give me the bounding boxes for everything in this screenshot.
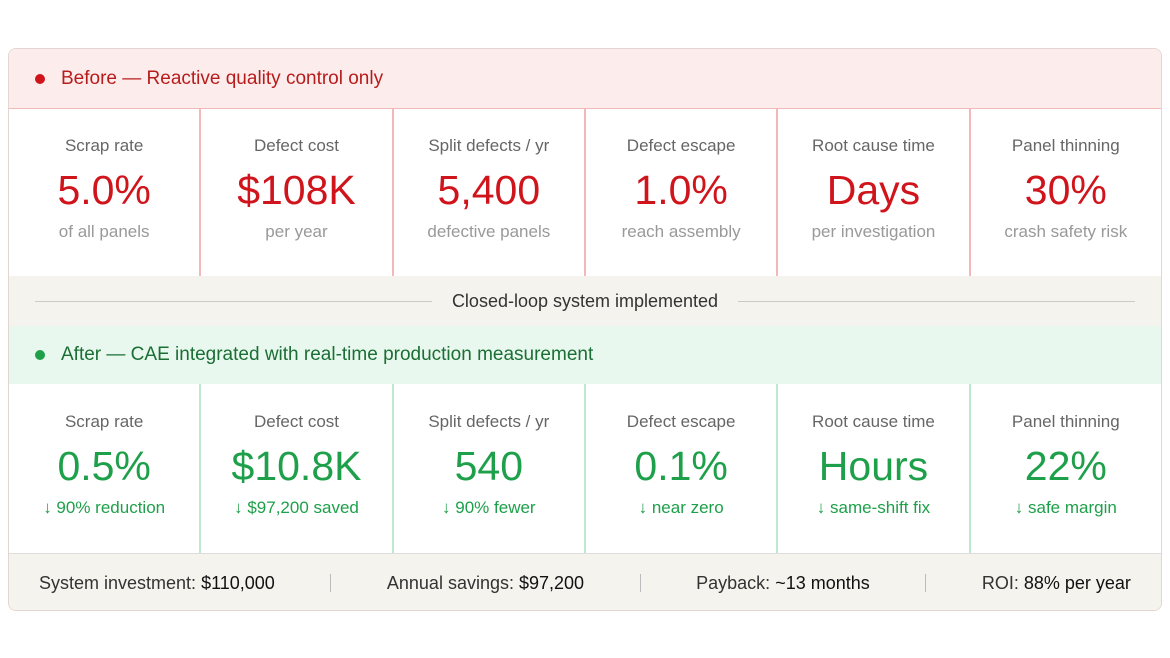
divider: Closed-loop system implemented bbox=[9, 276, 1161, 326]
metric-value: 0.1% bbox=[634, 443, 728, 489]
metric-note: ↓ safe margin bbox=[1014, 498, 1117, 517]
metric-note: reach assembly bbox=[621, 222, 741, 241]
after-title: After — CAE integrated with real-time pr… bbox=[61, 344, 594, 365]
summary-label: Annual savings: bbox=[386, 572, 514, 593]
summary-item: System investment: $110,000 bbox=[39, 573, 275, 594]
metric-label: Scrap rate bbox=[64, 136, 144, 155]
metric-cell: Panel thinning 22% ↓ safe margin bbox=[968, 384, 1161, 553]
summary-item: ROI: 88% per year bbox=[982, 573, 1131, 594]
metric-label: Panel thinning bbox=[1011, 136, 1120, 155]
divider-line bbox=[738, 300, 1135, 302]
summary-value: ~13 months bbox=[775, 572, 870, 593]
metric-label: Defect escape bbox=[626, 412, 736, 431]
summary-label: ROI: bbox=[981, 572, 1019, 593]
metric-cell: Defect escape 1.0% reach assembly bbox=[583, 109, 776, 276]
before-metrics: Scrap rate 5.0% of all panels Defect cost $1… bbox=[9, 109, 1161, 276]
metric-value: 540 bbox=[454, 443, 524, 489]
metric-label: Root cause time bbox=[812, 412, 935, 431]
before-title: Before — Reactive quality control only bbox=[61, 67, 384, 89]
metric-cell: Scrap rate 5.0% of all panels bbox=[9, 109, 199, 276]
metric-cell: Panel thinning 30% crash safety risk bbox=[968, 109, 1161, 276]
metric-note: ↓ same-shift fix bbox=[816, 498, 931, 517]
metric-note: ↓ 90% fewer bbox=[442, 498, 536, 517]
metric-note: crash safety risk bbox=[1004, 222, 1128, 241]
metric-label: Defect escape bbox=[626, 136, 736, 155]
divider-text: Closed-loop system implemented bbox=[451, 290, 719, 311]
metric-value: 5.0% bbox=[57, 167, 151, 213]
metric-cell: Root cause time Hours ↓ same-shift fix bbox=[776, 384, 968, 553]
metric-value: 5,400 bbox=[437, 167, 541, 213]
metric-value: $10.8K bbox=[231, 443, 362, 489]
separator bbox=[639, 574, 641, 592]
summary-value: $110,000 bbox=[201, 572, 275, 593]
summary-label: Payback: bbox=[696, 572, 771, 593]
summary-value: 88% per year bbox=[1023, 572, 1131, 593]
metric-cell: Defect cost $108K per year bbox=[199, 109, 391, 276]
summary-label: System investment: bbox=[39, 572, 197, 593]
metric-label: Defect cost bbox=[253, 136, 340, 155]
summary-item: Annual savings: $97,200 bbox=[387, 573, 584, 594]
after-header: After — CAE integrated with real-time pr… bbox=[9, 326, 1161, 384]
metric-note: defective panels bbox=[427, 222, 551, 241]
separator bbox=[330, 574, 332, 592]
metric-value: 30% bbox=[1024, 167, 1107, 213]
metric-note: ↓ 90% reduction bbox=[43, 498, 166, 517]
separator bbox=[925, 574, 927, 592]
metric-cell: Split defects / yr 540 ↓ 90% fewer bbox=[391, 384, 584, 553]
metric-cell: Defect escape 0.1% ↓ near zero bbox=[583, 384, 776, 553]
metric-value: 0.5% bbox=[57, 443, 151, 489]
metric-note: per year bbox=[265, 222, 328, 241]
metric-note: ↓ $97,200 saved bbox=[234, 498, 359, 517]
metric-label: Panel thinning bbox=[1011, 412, 1120, 431]
metric-value: Hours bbox=[818, 443, 929, 489]
metric-cell: Split defects / yr 5,400 defective panels bbox=[391, 109, 584, 276]
status-dot bbox=[35, 350, 45, 360]
before-header: Before — Reactive quality control only bbox=[9, 49, 1161, 109]
metric-note: ↓ near zero bbox=[638, 498, 724, 517]
metric-value: 1.0% bbox=[634, 167, 728, 213]
metric-label: Split defects / yr bbox=[428, 412, 550, 431]
metric-label: Root cause time bbox=[812, 136, 935, 155]
metric-note: per investigation bbox=[811, 222, 936, 241]
after-metrics: Scrap rate 0.5% ↓ 90% reduction Defect cost… bbox=[9, 384, 1161, 553]
metric-cell: Root cause time Days per investigation bbox=[776, 109, 968, 276]
metric-cell: Defect cost $10.8K ↓ $97,200 saved bbox=[199, 384, 391, 553]
metric-note: of all panels bbox=[58, 222, 150, 241]
status-dot bbox=[35, 73, 45, 84]
summary-item: Payback: ~13 months bbox=[696, 573, 870, 594]
metric-label: Scrap rate bbox=[64, 412, 144, 431]
metric-value: 22% bbox=[1024, 443, 1107, 489]
divider-line bbox=[35, 300, 432, 302]
metric-value: Days bbox=[826, 167, 921, 213]
metric-cell: Scrap rate 0.5% ↓ 90% reduction bbox=[9, 384, 199, 553]
metric-value: $108K bbox=[237, 167, 356, 213]
summary-value: $97,200 bbox=[519, 572, 585, 593]
metric-label: Split defects / yr bbox=[428, 136, 550, 155]
summary-footer: System investment: $110,000 Annual saving… bbox=[9, 553, 1161, 610]
metric-label: Defect cost bbox=[253, 412, 340, 431]
comparison-card: Before — Reactive quality control only S… bbox=[8, 48, 1162, 611]
